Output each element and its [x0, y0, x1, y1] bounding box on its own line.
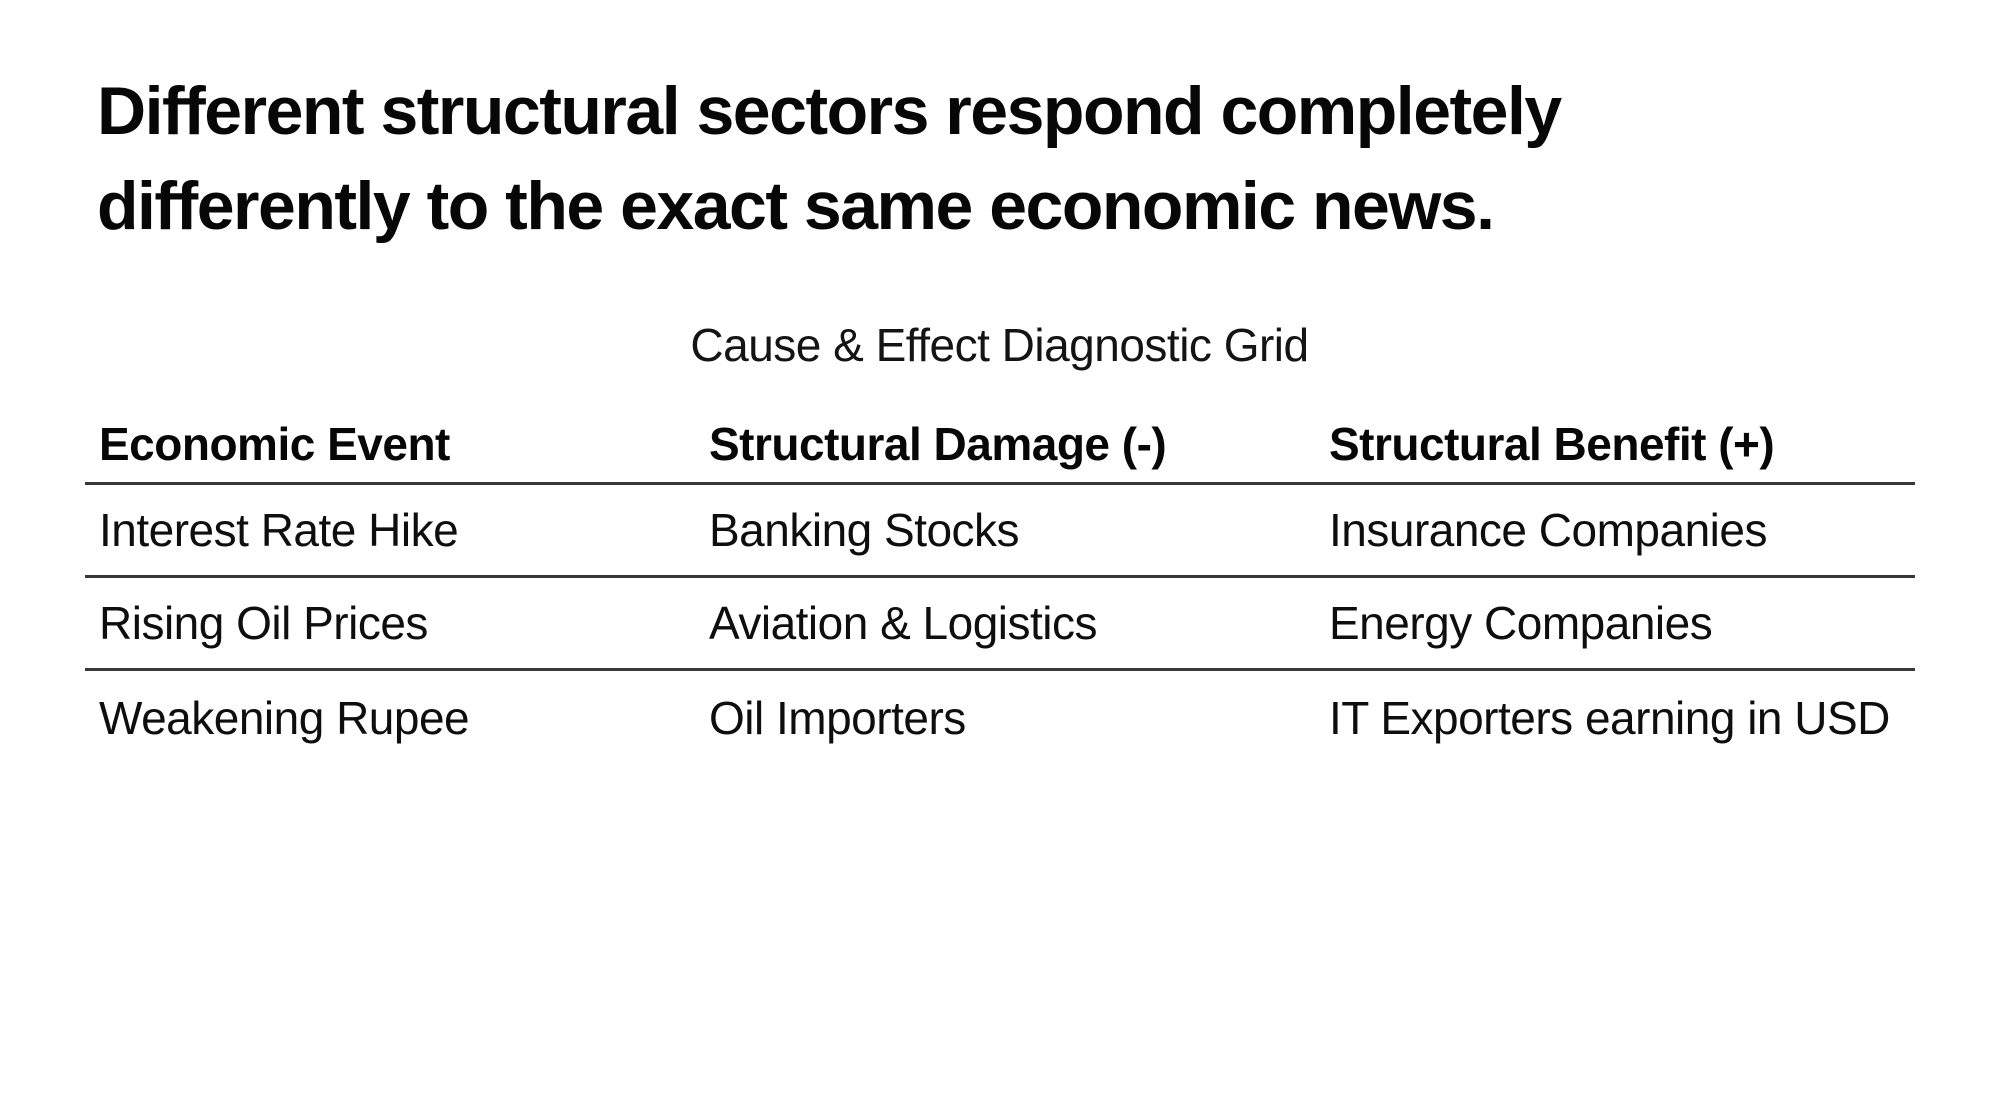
cause-effect-table: Economic Event Structural Damage (-) Str… — [85, 405, 1915, 764]
cell-benefit: Insurance Companies — [1329, 504, 1767, 556]
column-header-structural-benefit: Structural Benefit (+) — [1329, 417, 1775, 470]
cell-event: Rising Oil Prices — [99, 597, 428, 649]
cell-benefit: IT Exporters earning in USD — [1329, 691, 1890, 744]
cell-damage: Banking Stocks — [709, 504, 1020, 556]
table-header-row: Economic Event Structural Damage (-) Str… — [85, 405, 1915, 485]
column-header-structural-damage: Structural Damage (-) — [709, 417, 1167, 470]
cell-damage: Aviation & Logistics — [709, 597, 1098, 649]
table-caption: Cause & Effect Diagnostic Grid — [690, 319, 1309, 371]
table-row: Rising Oil Prices Aviation & Logistics E… — [85, 578, 1915, 671]
page-title: Different structural sectors respond com… — [97, 64, 1927, 254]
cell-benefit: Energy Companies — [1329, 597, 1713, 649]
table-row: Interest Rate Hike Banking Stocks Insura… — [85, 485, 1915, 578]
cell-damage: Oil Importers — [709, 691, 966, 744]
cell-event: Weakening Rupee — [99, 691, 470, 744]
table-row: Weakening Rupee Oil Importers IT Exporte… — [85, 671, 1915, 764]
cell-event: Interest Rate Hike — [99, 504, 459, 556]
page-title-line1: Different structural sectors respond com… — [97, 73, 1562, 149]
column-header-economic-event: Economic Event — [99, 417, 450, 470]
page-title-line2: differently to the exact same economic n… — [97, 168, 1495, 244]
